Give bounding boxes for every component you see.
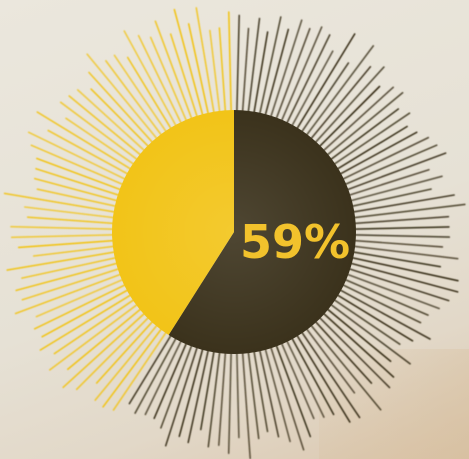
percentage-label: 59%	[240, 215, 350, 269]
pie-core	[111, 110, 356, 354]
core-glow	[112, 110, 356, 354]
background-shade	[319, 349, 469, 459]
